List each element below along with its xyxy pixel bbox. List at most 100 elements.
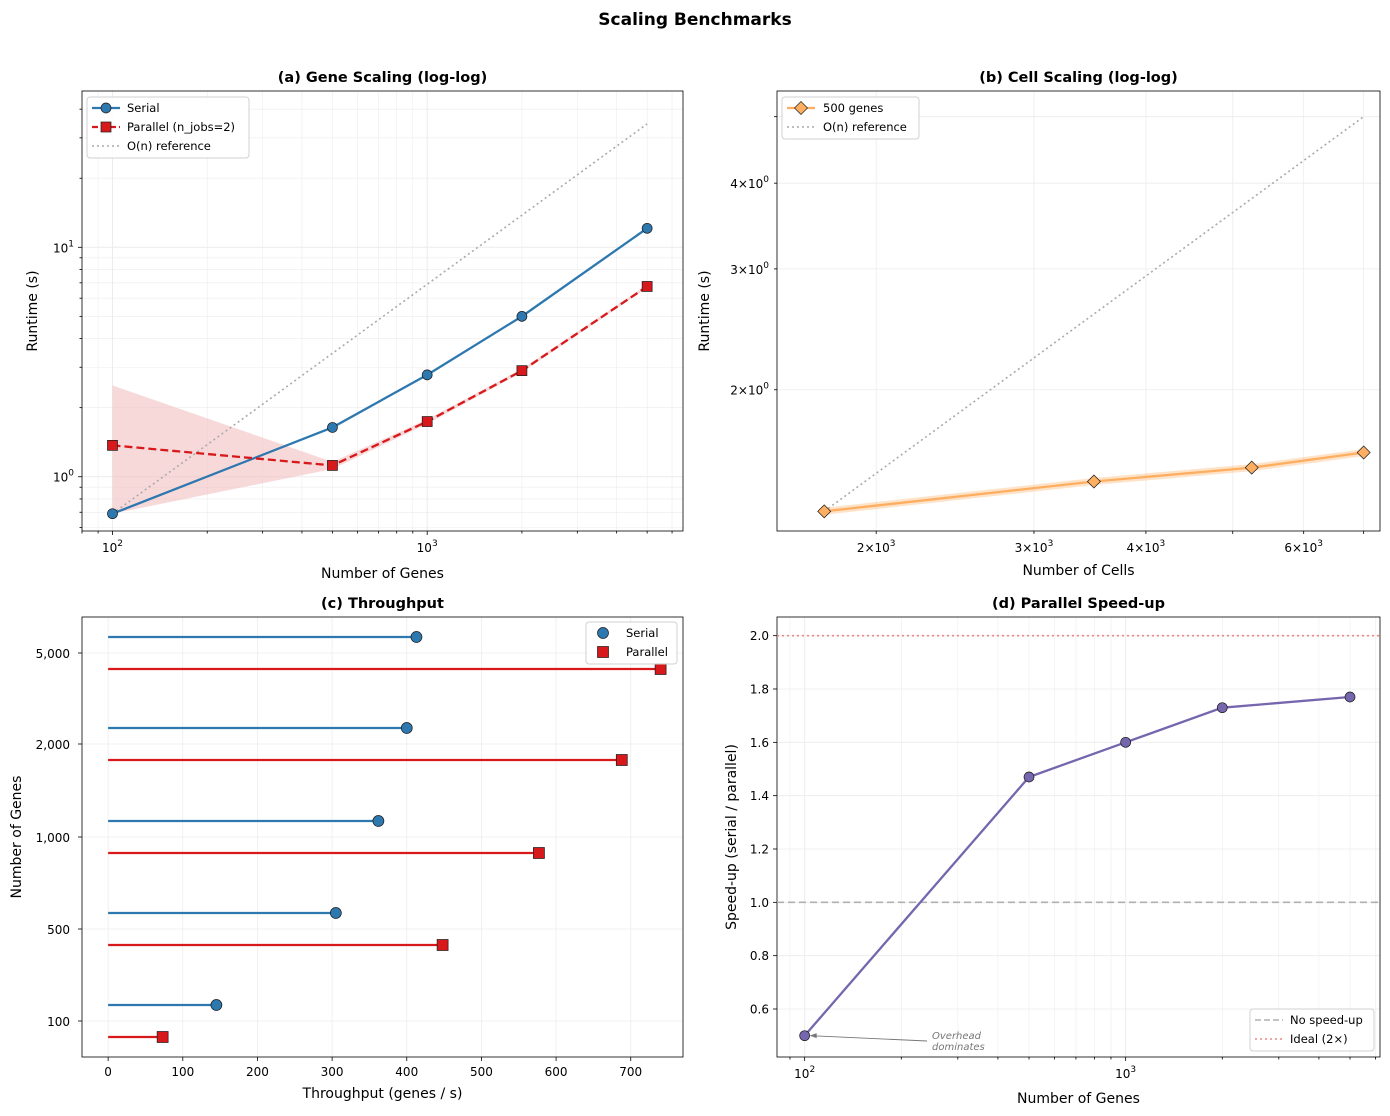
cells-point (1086, 474, 1101, 489)
parallel-point (107, 440, 118, 451)
tick-base: 10 (1302, 541, 1317, 555)
serial-point (410, 631, 423, 643)
serial-point (516, 311, 528, 322)
y-tick-label: 0.8 (750, 949, 769, 963)
y-axis-label: Runtime (s) (697, 270, 713, 351)
legend: 500 genes O(n) reference (781, 96, 920, 140)
serial-point (327, 422, 338, 433)
reference-line (112, 123, 648, 515)
tick-base: 10 (748, 177, 763, 191)
serial-point (372, 815, 385, 827)
panel-c-throughput: 0 100 200 300 400 500 600 700 100 500 1,000 2,000 5,… (9, 596, 684, 1102)
x-tick-label: 102 (102, 539, 123, 555)
legend-parallel-marker (597, 646, 609, 658)
x-tick-label: 2×103 (857, 539, 896, 555)
tick-base: 10 (748, 263, 763, 277)
panel-title: (c) Throughput (321, 596, 444, 612)
annotation-text: Overhead (932, 1031, 982, 1042)
parallel-point (641, 281, 653, 292)
parallel-point (516, 365, 528, 376)
legend-label-parallel: Parallel (n_jobs=2) (127, 120, 235, 134)
tick-base: 10 (875, 541, 890, 555)
x-tick-label: 200 (246, 1065, 269, 1079)
parallel-point (436, 939, 449, 951)
tick-exponent: 3 (1317, 539, 1323, 549)
tick-coef: 4 (1127, 541, 1135, 555)
axes-frame (776, 616, 1381, 1058)
tick-exponent: 3 (1130, 1065, 1136, 1075)
y-tick-label: 100 (53, 469, 74, 485)
tick-coef: 3 (730, 263, 738, 277)
tick-times: × (1292, 541, 1302, 555)
y-tick-label: 1,000 (36, 831, 70, 845)
x-tick-label: 3×103 (1015, 539, 1054, 555)
tick-times: × (738, 177, 748, 191)
panel-title: (a) Gene Scaling (log-log) (278, 70, 487, 86)
x-axis-label: Number of Genes (1017, 1091, 1140, 1107)
tick-coef: 2 (730, 384, 738, 398)
y-axis-label: Runtime (s) (25, 270, 41, 351)
tick-exponent: 3 (890, 539, 896, 549)
tick-exponent: 1 (68, 239, 74, 249)
cells-point (1356, 445, 1371, 460)
tick-exponent: 3 (432, 539, 438, 549)
y-tick-label: 1.2 (750, 843, 769, 857)
legend: Serial Parallel (n_jobs=2) O(n) reference (86, 96, 250, 159)
tick-coef: 6 (1284, 541, 1292, 555)
annotation-text: dominates (932, 1042, 985, 1053)
legend-cells-marker (794, 101, 808, 115)
legend-parallel-marker (100, 121, 112, 133)
tick-exponent: 0 (763, 261, 769, 271)
tick-exponent: 2 (809, 1065, 815, 1075)
legend-label-cells: 500 genes (823, 101, 883, 115)
tick-exponent: 0 (763, 175, 769, 185)
parallel-point (533, 847, 545, 859)
panel-title: (d) Parallel Speed-up (992, 596, 1165, 612)
speedup-point (1344, 691, 1356, 703)
parallel-point (327, 460, 338, 471)
x-axis-label: Throughput (genes / s) (302, 1086, 463, 1102)
y-tick-label: 1.0 (750, 896, 769, 910)
legend-label-no-speedup: No speed-up (1290, 1013, 1363, 1027)
tick-base: 10 (794, 1067, 809, 1081)
tick-coef: 3 (1015, 541, 1023, 555)
y-tick-label: 1.6 (750, 736, 769, 750)
x-tick-label: 6×103 (1284, 539, 1323, 555)
parallel-point (421, 416, 433, 427)
tick-times: × (738, 384, 748, 398)
parallel-point (654, 663, 667, 675)
y-tick-label: 101 (53, 239, 74, 255)
y-tick-label: 4×100 (730, 175, 769, 191)
speedup-line (803, 695, 1351, 1037)
serial-point (329, 907, 342, 919)
x-tick-label: 700 (619, 1065, 642, 1079)
grid (82, 617, 683, 1057)
y-axis-label: Number of Genes (9, 776, 25, 899)
legend: Serial Parallel (585, 621, 678, 665)
serial-point (641, 222, 653, 234)
y-tick-label: 100 (47, 1015, 70, 1029)
x-tick-label: 100 (171, 1065, 194, 1079)
parallel-point (615, 754, 628, 766)
tick-exponent: 0 (763, 382, 769, 392)
x-tick-label: 300 (321, 1065, 344, 1079)
y-tick-label: 2,000 (36, 738, 70, 752)
cells-point (1244, 460, 1259, 475)
tick-base: 10 (1144, 541, 1159, 555)
x-tick-label: 0 (104, 1065, 112, 1079)
x-tick-label: 103 (1115, 1065, 1136, 1081)
speedup-point (1023, 771, 1035, 783)
tick-exponent: 0 (68, 469, 74, 479)
legend-box (781, 96, 920, 140)
cells-line (824, 451, 1364, 513)
tick-times: × (738, 263, 748, 277)
serial-point (210, 999, 223, 1011)
tick-coef: 4 (730, 177, 738, 191)
legend-serial-marker (597, 627, 609, 639)
x-tick-label: 103 (417, 539, 438, 555)
serial-point (107, 508, 118, 520)
tick-times: × (1022, 541, 1032, 555)
speedup-point (1120, 736, 1132, 748)
